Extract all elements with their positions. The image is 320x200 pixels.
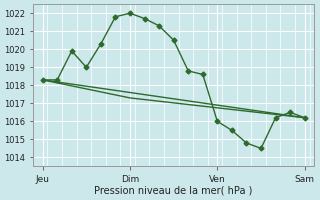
X-axis label: Pression niveau de la mer( hPa ): Pression niveau de la mer( hPa ) xyxy=(94,186,253,196)
